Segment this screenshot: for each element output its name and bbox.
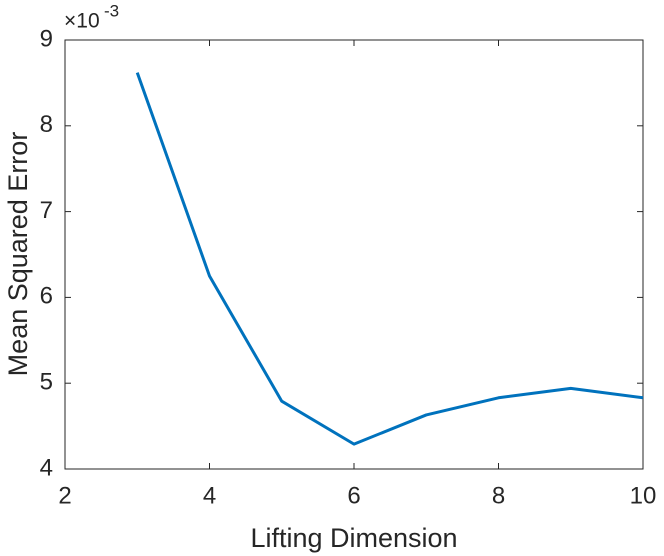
y-tick-label: 8: [40, 111, 53, 138]
y-tick-label: 5: [40, 369, 53, 396]
x-axis-label: Lifting Dimension: [250, 523, 457, 553]
x-tick-label: 6: [347, 482, 360, 509]
y-tick-label: 7: [40, 197, 53, 224]
x-tick-label: 2: [58, 482, 71, 509]
y-tick-label: 9: [40, 25, 53, 52]
y-tick-label: 4: [40, 454, 53, 481]
y-tick-label: 6: [40, 283, 53, 310]
plot-box: [64, 39, 644, 470]
y-axis-label: Mean Squared Error: [3, 132, 33, 377]
x-tick-label: 10: [630, 482, 657, 509]
data-line: [135, 72, 644, 446]
x-tick-label: 8: [492, 482, 505, 509]
y-multiplier: ×10: [64, 10, 100, 33]
x-tick-label: 4: [203, 482, 216, 509]
y-multiplier-exponent: -3: [104, 1, 119, 20]
